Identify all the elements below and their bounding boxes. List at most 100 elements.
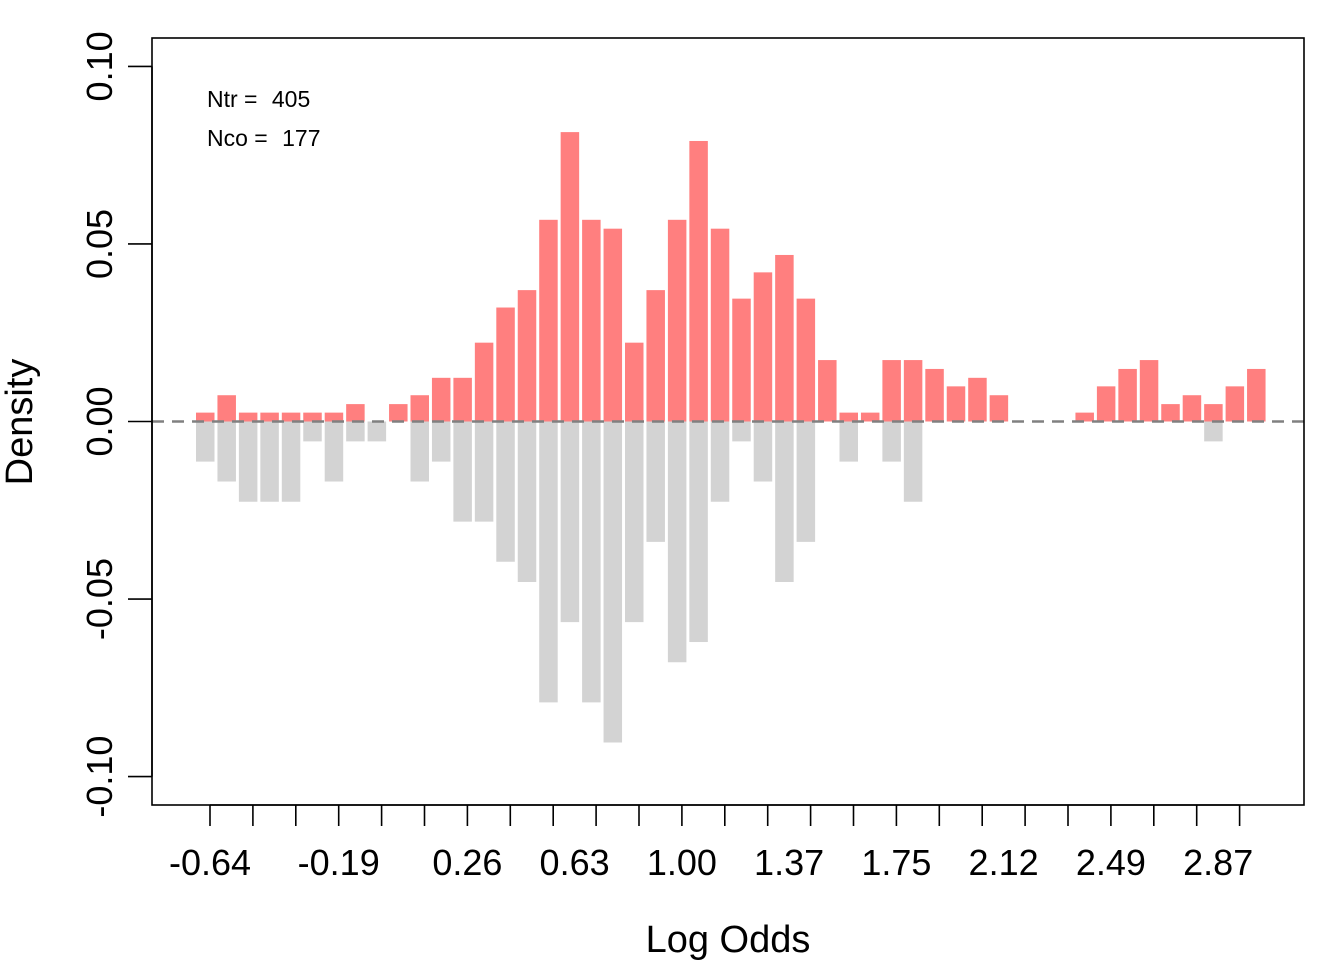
control-bar — [517, 421, 537, 582]
x-tick-label: 1.37 — [754, 842, 824, 883]
x-tick-label: 1.75 — [861, 842, 931, 883]
treated-bars — [196, 132, 1266, 422]
treated-bar — [260, 412, 279, 422]
treated-bar — [1139, 360, 1159, 422]
control-bar — [582, 421, 601, 703]
control-bar — [238, 421, 258, 502]
control-bar — [367, 421, 387, 442]
control-bar — [560, 421, 580, 623]
treated-bar — [625, 342, 644, 422]
treated-bar — [217, 395, 236, 422]
control-bar — [410, 421, 429, 482]
control-count-value: 177 — [282, 125, 320, 151]
control-bar — [303, 421, 322, 442]
treated-bar — [196, 412, 215, 422]
treated-bar — [796, 298, 816, 422]
treated-bar — [968, 377, 987, 422]
x-tick-label: 0.63 — [540, 842, 610, 883]
treated-count-label: Ntr = — [207, 86, 264, 112]
treated-bar — [753, 272, 773, 422]
treated-bar — [238, 412, 258, 422]
treated-bar — [775, 254, 794, 422]
y-tick-label: -0.10 — [79, 736, 120, 818]
treated-bar — [1225, 386, 1245, 422]
x-axis: -0.64 -0.19 0.26 0.63 1.00 1.37 1.75 2.12 2.49 2.… — [169, 804, 1253, 883]
control-bar — [882, 421, 901, 462]
treated-bar — [303, 412, 322, 422]
treated-bar — [1118, 368, 1137, 422]
control-bar — [453, 421, 472, 522]
treated-bar — [496, 307, 515, 422]
treated-bar — [410, 395, 429, 422]
treated-bar — [1182, 395, 1202, 422]
y-tick-label: 0.05 — [79, 209, 120, 279]
treated-count-value: 405 — [272, 86, 310, 112]
control-bar — [903, 421, 923, 502]
control-bar — [217, 421, 236, 482]
control-bar — [603, 421, 623, 743]
x-tick-label: 2.49 — [1076, 842, 1146, 883]
x-axis-label: Log Odds — [646, 919, 811, 960]
treated-bar — [710, 228, 730, 422]
treated-bar — [1161, 404, 1180, 422]
control-bar — [796, 421, 816, 542]
treated-bar — [539, 219, 558, 422]
control-count-label: Nco = — [207, 125, 274, 151]
control-bar — [281, 421, 301, 502]
y-tick-label: 0.00 — [79, 386, 120, 456]
control-bar — [775, 421, 794, 582]
control-bar — [346, 421, 365, 442]
control-bar — [260, 421, 279, 502]
control-bar — [196, 421, 215, 462]
treated-bar — [474, 342, 494, 422]
treated-bar — [1204, 404, 1223, 422]
treated-bar — [1096, 386, 1116, 422]
treated-bar — [1247, 368, 1266, 422]
x-tick-label: 2.12 — [969, 842, 1039, 883]
treated-bar — [732, 298, 751, 422]
treated-bar — [946, 386, 966, 422]
treated-bar — [860, 412, 880, 422]
treated-bar — [1075, 412, 1094, 422]
treated-bar — [839, 412, 858, 422]
treated-bar — [818, 360, 837, 422]
control-bar — [431, 421, 451, 462]
treated-bar — [667, 219, 687, 422]
y-axis: -0.10 -0.05 0.00 0.05 0.10 — [79, 31, 153, 818]
treated-bar — [453, 377, 472, 422]
x-tick-label: -0.19 — [298, 842, 380, 883]
treated-bar — [582, 219, 601, 422]
treated-bar — [603, 228, 623, 422]
x-tick-label: 0.26 — [432, 842, 502, 883]
x-tick-label: 1.00 — [647, 842, 717, 883]
control-bar — [753, 421, 773, 482]
control-bar — [732, 421, 751, 442]
control-bar — [667, 421, 687, 663]
control-bar — [496, 421, 515, 562]
x-tick-label: -0.64 — [169, 842, 251, 883]
x-tick-label: 2.87 — [1183, 842, 1253, 883]
control-bar — [539, 421, 558, 703]
control-bar — [689, 421, 708, 643]
control-bar — [710, 421, 730, 502]
treated-bar — [646, 290, 665, 422]
control-bar — [625, 421, 644, 623]
treated-bar — [989, 395, 1009, 422]
control-bar — [1204, 421, 1223, 442]
treated-bar — [431, 377, 451, 422]
control-bar — [324, 421, 344, 482]
treated-bar — [903, 360, 923, 422]
y-axis-label: Density — [0, 359, 41, 486]
control-count-annotation: Nco = 177 — [207, 125, 321, 151]
treated-bar — [925, 368, 944, 422]
control-bars — [196, 421, 1223, 743]
control-bar — [839, 421, 858, 462]
treated-bar — [324, 412, 344, 422]
treated-bar — [517, 290, 537, 422]
treated-bar — [689, 140, 708, 422]
treated-bar — [882, 360, 901, 422]
y-tick-label: -0.05 — [79, 558, 120, 640]
y-tick-label: 0.10 — [79, 31, 120, 101]
control-bar — [474, 421, 494, 522]
